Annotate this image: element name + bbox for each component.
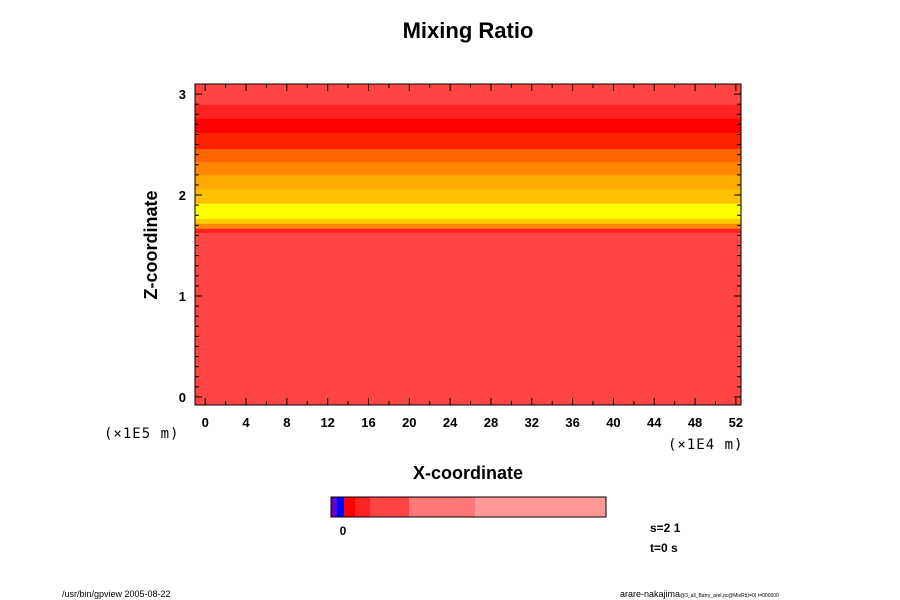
plot-bands — [195, 84, 741, 406]
x-tick-label-40: 40 — [606, 415, 620, 430]
colorbar-segment-0 — [331, 497, 338, 517]
x-tick-label-12: 12 — [320, 415, 334, 430]
x-tick-label-20: 20 — [402, 415, 416, 430]
footer-right-main: arare-nakajima — [620, 589, 680, 599]
contour-band-11 — [195, 104, 741, 119]
footer-left-note: /usr/bin/gpview 2005-08-22 — [62, 589, 171, 599]
contour-band-3 — [195, 218, 741, 224]
colorbar-segment-1 — [337, 497, 345, 517]
info-t-label: t=0 s — [650, 541, 678, 555]
y-axis-label: Z-coordinate — [141, 190, 161, 299]
contour-band-0 — [195, 232, 741, 406]
chart-title: Mixing Ratio — [403, 18, 534, 43]
x-tick-label-52: 52 — [729, 415, 743, 430]
x-unit-label: (×1E4 m) — [668, 437, 743, 453]
contour-band-1 — [195, 228, 741, 233]
y-tick-label-0: 0 — [179, 390, 186, 405]
footer-right-note: arare-nakajima@3_all_Barry_arel,nc@MixRt… — [620, 589, 779, 599]
y-tick-label-1: 1 — [179, 289, 186, 304]
colorbar-frame — [330, 496, 607, 518]
contour-band-12 — [195, 84, 741, 105]
contour-band-6 — [195, 174, 741, 190]
x-tick-label-24: 24 — [443, 415, 458, 430]
colorbar-segment-2 — [344, 497, 356, 517]
colorbar-tick-label: 0 — [340, 524, 347, 538]
x-tick-label-16: 16 — [361, 415, 375, 430]
contour-band-4 — [195, 203, 741, 219]
x-tick-label-28: 28 — [484, 415, 498, 430]
x-tick-label-0: 0 — [202, 415, 209, 430]
x-tick-label-4: 4 — [242, 415, 250, 430]
contour-band-9 — [195, 132, 741, 150]
contour-band-5 — [195, 188, 741, 204]
contour-band-7 — [195, 161, 741, 176]
contour-band-10 — [195, 118, 741, 133]
colorbar-segment-4 — [370, 497, 410, 517]
info-s-label: s=2 1 — [650, 521, 681, 535]
x-tick-label-48: 48 — [688, 415, 702, 430]
footer-right-small: @3_all_Barry_arel,nc@MixRt(t=0) t=000000 — [680, 593, 779, 599]
x-axis-ticks: 0 4 8 12 16 20 24 28 32 36 40 44 48 52 — [202, 84, 743, 430]
x-tick-label-32: 32 — [525, 415, 539, 430]
colorbar-segment-3 — [355, 497, 371, 517]
colorbar — [331, 497, 607, 517]
y-axis-ticks: 0 1 2 3 — [179, 83, 741, 405]
colorbar-segment-6 — [475, 497, 607, 517]
y-tick-label-2: 2 — [179, 188, 186, 203]
x-tick-label-8: 8 — [283, 415, 290, 430]
z-unit-label: (×1E5 m) — [104, 426, 179, 442]
contour-band-8 — [195, 148, 741, 163]
colorbar-segment-5 — [409, 497, 476, 517]
x-axis-label: X-coordinate — [413, 463, 523, 483]
plot-frame — [194, 83, 742, 406]
x-tick-label-44: 44 — [647, 415, 662, 430]
contour-band-2 — [195, 223, 741, 229]
x-tick-label-36: 36 — [565, 415, 579, 430]
y-tick-label-3: 3 — [179, 87, 186, 102]
